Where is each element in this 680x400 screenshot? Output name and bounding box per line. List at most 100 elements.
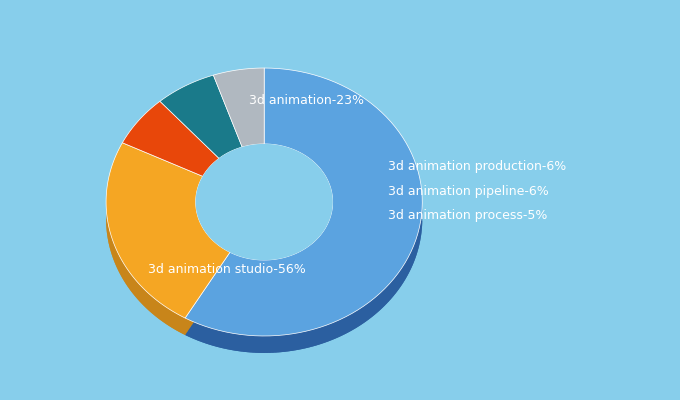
Polygon shape (184, 318, 185, 335)
Polygon shape (190, 320, 193, 338)
Polygon shape (246, 258, 248, 275)
Polygon shape (391, 280, 393, 299)
Polygon shape (336, 320, 339, 338)
Polygon shape (245, 258, 246, 275)
Polygon shape (365, 304, 367, 322)
Polygon shape (317, 238, 318, 256)
Polygon shape (317, 327, 320, 345)
Polygon shape (252, 259, 254, 276)
Polygon shape (382, 290, 384, 308)
Polygon shape (139, 284, 140, 302)
Polygon shape (185, 68, 422, 336)
Polygon shape (226, 332, 228, 350)
Polygon shape (164, 305, 165, 323)
Polygon shape (389, 282, 391, 301)
Polygon shape (341, 318, 343, 336)
Polygon shape (285, 257, 286, 274)
Polygon shape (374, 297, 376, 316)
Polygon shape (163, 305, 164, 322)
Polygon shape (203, 326, 206, 344)
Polygon shape (410, 252, 411, 271)
Polygon shape (185, 220, 422, 353)
Polygon shape (260, 336, 263, 353)
Polygon shape (314, 241, 315, 258)
Polygon shape (248, 258, 249, 276)
Polygon shape (369, 300, 372, 319)
Polygon shape (258, 260, 260, 277)
Text: 3d animation-23%: 3d animation-23% (249, 94, 364, 107)
Polygon shape (316, 239, 317, 257)
Polygon shape (243, 335, 245, 352)
Polygon shape (304, 249, 305, 266)
Polygon shape (315, 240, 316, 258)
Polygon shape (171, 310, 172, 328)
Polygon shape (333, 321, 336, 340)
Polygon shape (151, 296, 152, 313)
Polygon shape (396, 274, 398, 293)
Polygon shape (367, 302, 369, 320)
Polygon shape (290, 255, 292, 272)
Polygon shape (406, 259, 407, 278)
Polygon shape (398, 272, 399, 291)
Polygon shape (296, 253, 297, 270)
Polygon shape (378, 293, 380, 312)
Polygon shape (279, 258, 280, 276)
Polygon shape (249, 258, 250, 276)
Polygon shape (266, 260, 267, 277)
Polygon shape (284, 257, 285, 275)
Polygon shape (176, 313, 177, 331)
Polygon shape (148, 293, 149, 310)
Polygon shape (380, 292, 382, 310)
Polygon shape (272, 336, 275, 353)
Polygon shape (405, 261, 406, 280)
Polygon shape (313, 242, 314, 259)
Polygon shape (276, 259, 277, 276)
Polygon shape (233, 254, 235, 271)
Polygon shape (354, 311, 356, 330)
Polygon shape (237, 255, 238, 272)
Polygon shape (277, 259, 279, 276)
Polygon shape (153, 297, 154, 315)
Polygon shape (214, 68, 264, 147)
Polygon shape (282, 258, 284, 275)
Polygon shape (266, 336, 269, 353)
Polygon shape (160, 303, 162, 321)
Polygon shape (325, 324, 328, 342)
Polygon shape (275, 259, 276, 276)
Polygon shape (277, 335, 280, 352)
Polygon shape (159, 302, 160, 320)
Polygon shape (144, 289, 145, 307)
Polygon shape (230, 252, 231, 270)
Polygon shape (320, 235, 321, 253)
Polygon shape (149, 294, 150, 311)
Polygon shape (269, 260, 270, 277)
Polygon shape (280, 335, 284, 352)
Polygon shape (372, 298, 374, 317)
Polygon shape (169, 309, 170, 327)
Polygon shape (174, 312, 175, 330)
Polygon shape (220, 331, 222, 348)
Polygon shape (343, 316, 346, 335)
Polygon shape (167, 308, 168, 326)
Polygon shape (245, 335, 248, 352)
Polygon shape (237, 334, 240, 351)
Polygon shape (281, 258, 282, 275)
Polygon shape (320, 326, 322, 344)
Polygon shape (106, 219, 230, 335)
Polygon shape (300, 251, 301, 268)
Polygon shape (160, 75, 242, 158)
Polygon shape (319, 236, 320, 254)
Polygon shape (322, 326, 325, 344)
Polygon shape (243, 258, 245, 275)
Polygon shape (183, 317, 184, 334)
Polygon shape (393, 278, 394, 297)
Polygon shape (217, 330, 220, 348)
Polygon shape (173, 312, 174, 329)
Polygon shape (414, 242, 415, 262)
Polygon shape (264, 260, 265, 277)
Polygon shape (280, 258, 281, 276)
Polygon shape (267, 260, 269, 277)
Polygon shape (145, 290, 146, 308)
Polygon shape (150, 295, 151, 313)
Polygon shape (309, 245, 310, 263)
